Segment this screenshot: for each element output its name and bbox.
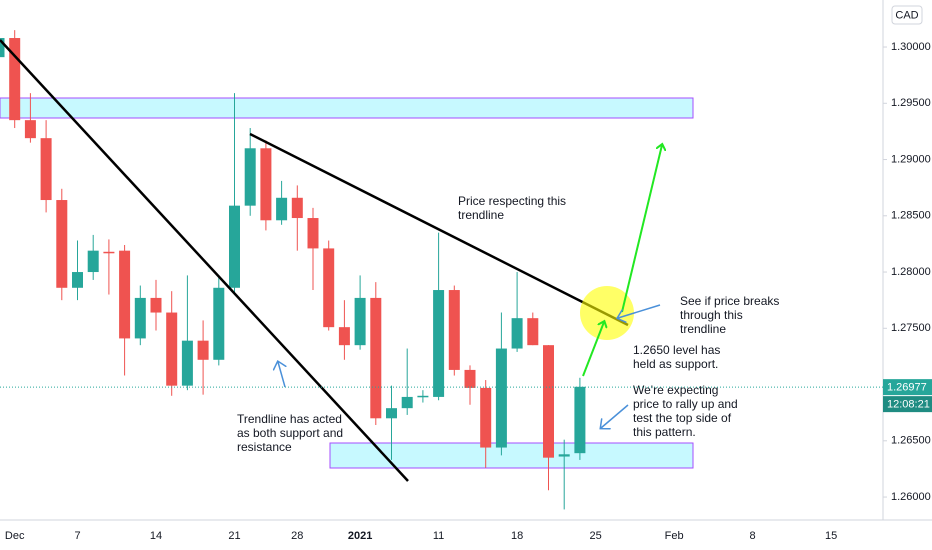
candle-body xyxy=(495,348,507,448)
candle-body xyxy=(386,408,397,419)
x-tick-label: 25 xyxy=(589,530,601,542)
candle-body xyxy=(401,396,413,409)
y-tick-label: 1.26500 xyxy=(891,435,931,447)
last-price-label: 1.26977 xyxy=(887,382,927,394)
candle-body xyxy=(558,454,570,457)
candle-body xyxy=(24,120,36,139)
candle-body xyxy=(72,272,83,288)
annotation-text: trendline xyxy=(680,322,726,336)
candle-body xyxy=(448,290,460,370)
highlight-circle xyxy=(580,286,634,340)
drawings xyxy=(0,39,662,482)
annotation-text: test the top side of xyxy=(633,411,732,425)
candle-body xyxy=(103,251,115,254)
candle-body xyxy=(9,38,21,121)
candle-body xyxy=(370,297,382,419)
countdown-label: 12:08:21 xyxy=(887,399,930,411)
candle-body xyxy=(323,248,335,328)
x-tick-label: 18 xyxy=(511,530,523,542)
candle-body xyxy=(511,318,523,349)
candles xyxy=(0,30,586,510)
pointer-arrow xyxy=(601,404,629,428)
x-tick-label: 8 xyxy=(750,530,756,542)
resistance-zone xyxy=(0,97,694,119)
candle-body xyxy=(464,369,476,388)
pointer-arrow xyxy=(278,362,285,388)
candle-body xyxy=(0,38,5,58)
y-tick-label: 1.27500 xyxy=(891,322,931,334)
zones xyxy=(0,97,694,469)
annotation-text: 1.2650 level has xyxy=(633,343,720,357)
annotation-text: trendline xyxy=(458,208,504,222)
candle-body xyxy=(181,340,193,386)
candle-body xyxy=(150,297,162,313)
y-tick-label: 1.28000 xyxy=(891,266,931,278)
candle-body xyxy=(40,138,52,201)
y-tick-label: 1.29500 xyxy=(891,97,931,109)
y-tick-label: 1.28500 xyxy=(891,210,931,222)
candle-body xyxy=(197,340,209,360)
candle-body xyxy=(229,205,240,288)
annotation-text: resistance xyxy=(237,440,292,454)
x-tick-label: 2021 xyxy=(348,530,372,542)
annotation-text: Trendline has acted xyxy=(237,412,342,426)
annotation-text: Price respecting this xyxy=(458,194,566,208)
candle-body xyxy=(307,218,319,249)
candle-body xyxy=(134,297,146,339)
annotation-text: We're expecting xyxy=(633,383,718,397)
annotation-text: as both support and xyxy=(237,426,343,440)
axes: 1.30000 1.29500 1.29000 1.28500 1.28000 1.275… xyxy=(0,41,932,542)
y-tick-label: 1.26000 xyxy=(891,491,931,503)
trendline xyxy=(249,132,629,327)
projection-arrow xyxy=(621,145,662,313)
annotation-text: this pattern. xyxy=(633,425,696,439)
candle-body xyxy=(527,318,539,346)
pointer-arrow xyxy=(618,304,661,318)
candle-body xyxy=(480,387,492,448)
candle-body xyxy=(543,345,554,458)
x-tick-label: 15 xyxy=(825,530,837,542)
projection-arrow xyxy=(582,322,604,377)
candle-body xyxy=(574,386,586,454)
candle-body xyxy=(291,197,303,219)
annotation-text: price to rally up and xyxy=(633,397,738,411)
candle-body xyxy=(87,250,99,273)
currency-label: CAD xyxy=(895,9,918,21)
y-tick-label: 1.30000 xyxy=(891,41,931,53)
y-tick-label: 1.29000 xyxy=(891,153,931,165)
candle-body xyxy=(260,148,272,221)
candle-body xyxy=(213,287,225,360)
candle-body xyxy=(244,148,256,206)
trendline xyxy=(0,39,409,482)
x-tick-label: Feb xyxy=(665,530,684,542)
x-tick-label: Dec xyxy=(5,530,25,542)
candle-body xyxy=(276,197,288,221)
x-tick-label: 21 xyxy=(228,530,240,542)
countdown-badge xyxy=(883,396,932,413)
candle-body xyxy=(433,290,445,397)
annotation-text: held as support. xyxy=(633,357,718,371)
candle-body xyxy=(119,250,131,339)
candle-body xyxy=(338,327,350,346)
x-tick-label: 11 xyxy=(433,530,444,542)
currency-badge xyxy=(891,5,923,25)
annotation-text: See if price breaks xyxy=(680,294,779,308)
x-tick-label: 7 xyxy=(74,530,80,542)
annotation-text: through this xyxy=(680,308,743,322)
candle-body xyxy=(417,395,429,398)
last-price-badge xyxy=(883,379,932,396)
candle-body xyxy=(354,297,366,346)
x-tick-label: 28 xyxy=(291,530,303,542)
candle-body xyxy=(166,312,178,386)
x-tick-label: 14 xyxy=(150,530,162,542)
candle-body xyxy=(56,200,68,288)
